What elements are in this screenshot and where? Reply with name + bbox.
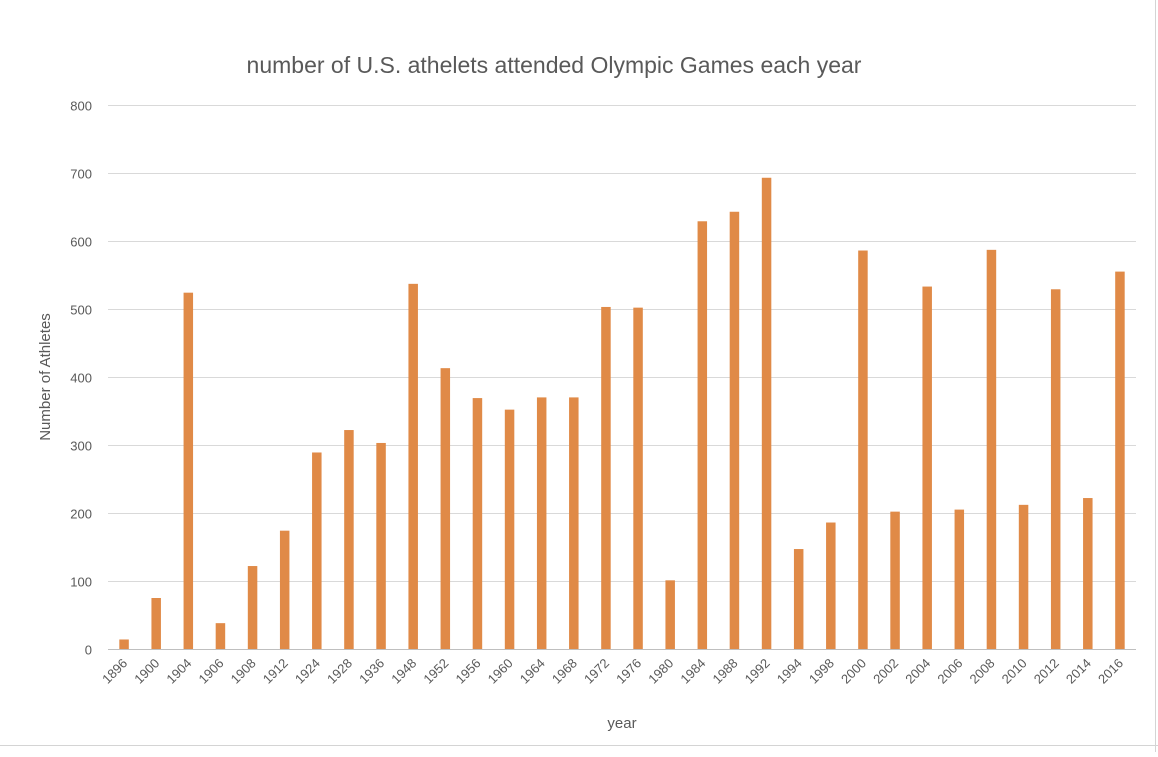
x-tick-label: 1984 [677, 656, 708, 687]
x-tick-label: 2010 [999, 656, 1030, 687]
y-tick-label: 700 [70, 167, 92, 182]
x-tick-label: 2000 [838, 656, 869, 687]
bar [793, 549, 804, 649]
bar [183, 292, 194, 649]
y-tick-label: 300 [70, 439, 92, 454]
chart-title: number of U.S. athelets attended Olympic… [247, 52, 862, 78]
y-tick-label: 400 [70, 371, 92, 386]
x-tick-label: 2014 [1063, 656, 1094, 687]
bar [890, 511, 900, 649]
bar [826, 522, 836, 649]
x-tick-label: 1972 [581, 656, 612, 687]
bar [1083, 498, 1093, 649]
x-tick-label: 1964 [517, 656, 548, 687]
y-tick-label: 600 [70, 235, 92, 250]
x-tick-label: 1928 [324, 656, 355, 687]
y-tick-labels: 0 100 200 300 400 500 600 700 800 [70, 99, 92, 658]
bar [697, 221, 708, 649]
x-tick-label: 1960 [485, 656, 516, 687]
y-axis-label: Number of Athletes [37, 313, 54, 441]
x-tick-label: 1908 [228, 656, 259, 687]
x-tick-label: 1912 [260, 656, 291, 687]
bar [986, 249, 997, 649]
x-tick-label: 1936 [356, 656, 387, 687]
x-axis-label: year [607, 715, 636, 732]
x-tick-label: 1906 [196, 656, 227, 687]
bar [954, 509, 965, 649]
x-tick-label: 1992 [742, 656, 773, 687]
x-tick-label: 1904 [163, 656, 194, 687]
bar [472, 398, 483, 649]
bar [665, 580, 675, 649]
bar [312, 452, 322, 649]
bar [858, 250, 868, 649]
x-tick-label: 1952 [420, 656, 451, 687]
x-tick-label: 1956 [453, 656, 484, 687]
bar [761, 177, 772, 649]
bar [279, 530, 290, 649]
x-tick-label: 1998 [806, 656, 837, 687]
x-tick-label: 2002 [870, 656, 901, 687]
y-tick-label: 0 [85, 643, 92, 658]
bar [729, 211, 740, 649]
y-tick-label: 500 [70, 303, 92, 318]
x-tick-label: 1980 [645, 656, 676, 687]
x-tick-label: 2008 [967, 656, 998, 687]
x-tick-labels: 1896 1900 1904 1906 1908 1912 1924 1928 1936 1948… [99, 656, 1126, 687]
bar [569, 397, 579, 649]
bar [633, 307, 643, 649]
x-tick-label: 2004 [902, 656, 933, 687]
x-tick-label: 1968 [549, 656, 580, 687]
x-tick-label: 1896 [99, 656, 130, 687]
bar [119, 639, 129, 649]
x-tick-label: 2012 [1031, 656, 1062, 687]
bar [247, 566, 258, 649]
x-tick-label: 1948 [388, 656, 419, 687]
x-tick-label: 1988 [710, 656, 741, 687]
bar [1018, 504, 1029, 649]
bar [408, 283, 418, 649]
bar [344, 430, 354, 649]
bar [151, 598, 161, 649]
x-tick-label: 1924 [292, 656, 323, 687]
bars [119, 177, 1125, 649]
bar [376, 442, 386, 649]
y-tick-label: 100 [70, 575, 92, 590]
x-tick-label: 2016 [1095, 656, 1126, 687]
bar [536, 397, 547, 649]
bar [922, 286, 932, 649]
x-tick-label: 1994 [774, 656, 805, 687]
bar [1115, 271, 1125, 649]
bar [601, 306, 611, 649]
bar [215, 623, 226, 649]
y-tick-label: 200 [70, 507, 92, 522]
bar [440, 368, 451, 649]
x-tick-label: 1900 [131, 656, 162, 687]
x-tick-label: 1976 [613, 656, 644, 687]
y-tick-label: 800 [70, 99, 92, 114]
bar [504, 409, 515, 649]
x-tick-label: 2006 [934, 656, 965, 687]
bar [1050, 289, 1061, 649]
gridlines [108, 105, 1136, 650]
